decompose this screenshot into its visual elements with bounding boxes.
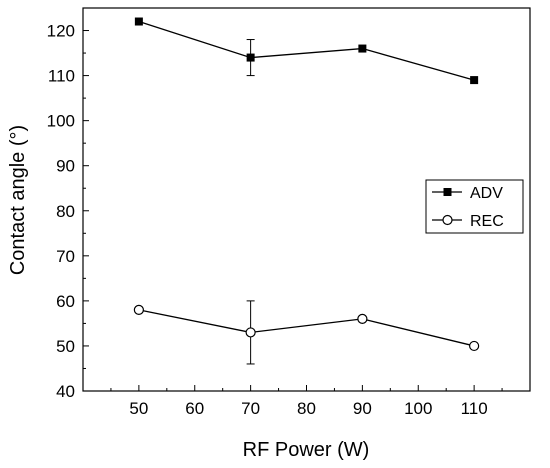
- x-tick-label: 100: [404, 399, 432, 418]
- y-tick-label: 70: [56, 247, 75, 266]
- data-point-adv: [358, 44, 367, 53]
- y-tick-label: 100: [47, 112, 75, 131]
- legend-marker-rec: [442, 214, 453, 226]
- legend-label-adv: ADV: [470, 185, 503, 202]
- series-rec: [133, 300, 480, 365]
- x-tick-label: 110: [461, 399, 488, 418]
- x-axis-title: RF Power (W): [243, 439, 370, 461]
- x-tick-label: 60: [185, 399, 204, 418]
- y-tick-label: 50: [56, 337, 75, 356]
- x-axis-ticks: 50 60 70 80 90 100 110: [110, 385, 503, 418]
- y-tick-label: 60: [56, 292, 75, 311]
- data-point-rec: [133, 304, 144, 315]
- series-layer: [133, 17, 480, 365]
- legend-marker-adv: [443, 188, 452, 196]
- series-line-rec: [138, 309, 475, 347]
- y-tick-label: 120: [47, 22, 75, 41]
- x-tick-label: 70: [241, 399, 260, 418]
- data-point-rec: [357, 313, 368, 325]
- legend-label-rec: REC: [470, 213, 504, 230]
- x-tick-label: 80: [297, 399, 316, 418]
- legend: ADV REC: [425, 179, 524, 234]
- y-tick-label: 80: [56, 202, 75, 221]
- series-line-adv: [138, 20, 475, 81]
- legend-box: [425, 179, 524, 234]
- data-point-adv: [134, 17, 143, 26]
- series-adv: [134, 17, 479, 85]
- y-tick-label: 90: [56, 157, 75, 176]
- x-tick-label: 50: [129, 399, 148, 418]
- y-tick-label: 110: [48, 67, 75, 86]
- y-axis-ticks: 40 50 60 70 80 90 100 110 120: [47, 22, 89, 401]
- data-point-rec: [469, 340, 480, 352]
- x-tick-label: 90: [353, 399, 372, 418]
- y-tick-label: 40: [56, 382, 75, 401]
- data-point-adv: [470, 76, 479, 85]
- data-point-rec: [245, 327, 256, 338]
- data-point-adv: [246, 53, 255, 62]
- y-axis-title: Contact angle (°): [7, 125, 29, 275]
